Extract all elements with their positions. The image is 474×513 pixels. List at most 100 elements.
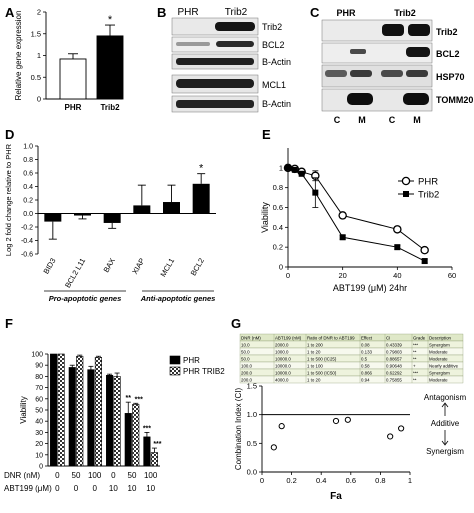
abt-row-label: ABT199 (μM) xyxy=(4,484,52,493)
x-category-label: XIAP xyxy=(130,257,146,276)
panel-label-c: C xyxy=(310,5,320,20)
data-point-trib2 xyxy=(312,189,319,196)
y-tick-label: 0.4 xyxy=(273,223,283,232)
blot-c-band xyxy=(350,49,366,54)
table-cell: 0.08 xyxy=(361,342,370,347)
blot-c-lane-2: M xyxy=(358,115,366,125)
data-point-trib2 xyxy=(298,170,305,177)
blot-c-band xyxy=(403,93,429,105)
y-tick-label: 10 xyxy=(35,452,43,459)
bar-trib2 xyxy=(96,35,124,100)
blot-b-label-mcl1: MCL1 xyxy=(262,80,286,90)
x-category-label: BCL2 L11 xyxy=(63,257,87,290)
legend-marker-phr xyxy=(401,176,411,186)
blot-c-band xyxy=(350,70,372,77)
data-point-trib2 xyxy=(339,234,346,241)
x-tick-label: 0 xyxy=(260,476,264,485)
table-cell: Moderate xyxy=(429,356,448,361)
table-cell: 1 to 200 xyxy=(307,342,323,347)
table-cell: 1 to 20 xyxy=(307,349,321,354)
legend-swatch-phr-trib2 xyxy=(169,366,181,376)
panel-a: A 0 0.5 1 1.5 2 Relative gene expression PHR Tr… xyxy=(5,5,124,112)
abt-value: 10 xyxy=(146,484,155,493)
legend-swatch-phr xyxy=(169,355,181,365)
x-category-label: Trib2 xyxy=(100,103,120,112)
y-axis-title: Viability xyxy=(19,396,28,423)
blot-c-band xyxy=(381,70,403,77)
panel-f-condition-rows: 0 0 50 0 100 0 0 10 50 10 100 10 xyxy=(55,471,158,493)
abt-value: 0 xyxy=(92,484,97,493)
table-cell: 2000.0 xyxy=(275,342,289,347)
blot-c-lane-4: M xyxy=(413,115,421,125)
significance-mark: ** xyxy=(126,395,132,402)
bar-phr xyxy=(68,367,76,467)
y-tick-label: 0 xyxy=(39,464,43,471)
data-point xyxy=(332,417,340,425)
y-tick-label: 40 xyxy=(35,419,43,426)
panel-e: E 0 0.2 0.4 0.6 0.8 1 0 20 40 60 ABT199 (μM) 24hr V… xyxy=(260,127,456,293)
table-cell: 0.79803 xyxy=(386,349,402,354)
table-cell: 10000.0 xyxy=(275,363,291,368)
table-cell: 0.90648 xyxy=(386,363,402,368)
panel-c: C PHR Trib2 Trib2 BCL2 HSP70 TOMM20 C M … xyxy=(310,5,473,125)
panel-b: B PHR Trib2 Trib2 BCL2 B-Actin MCL1 B-Ac… xyxy=(157,5,291,113)
y-tick-label: 60 xyxy=(35,396,43,403)
y-tick-label: 0.4 xyxy=(23,184,33,191)
x-tick-label: 0.6 xyxy=(346,476,356,485)
legend-label-phr: PHR xyxy=(183,356,200,365)
panel-d: D -0.6 -0.4 -0.2 0.0 0.2 0.4 0.6 0.8 1.0 Log 2 fo… xyxy=(4,127,216,303)
blot-c-band xyxy=(408,24,430,36)
x-category-label: MCL1 xyxy=(158,257,176,279)
blot-c-strip-hsp70 xyxy=(321,64,433,88)
y-tick-label: 0.0 xyxy=(247,468,257,477)
bar-mcl1 xyxy=(163,202,180,214)
data-point-phr xyxy=(393,225,402,234)
blot-b-band xyxy=(176,100,254,108)
legend-label-phr-trib2: PHR TRIB2 xyxy=(183,367,225,376)
y-axis-title: Relative gene expression xyxy=(14,11,23,101)
blot-b-band xyxy=(216,41,254,47)
table-cell: 0.5 xyxy=(361,356,368,361)
annotation-additive: Additive xyxy=(431,419,460,428)
y-tick-label: 70 xyxy=(35,385,43,392)
blot-c-strip-bcl2 xyxy=(321,42,433,64)
significance-mark: * xyxy=(199,163,204,175)
y-tick-label: -0.4 xyxy=(21,238,33,245)
x-category-label: BAX xyxy=(102,257,117,275)
bar-bax xyxy=(103,213,121,223)
table-cell: 0.43339 xyxy=(386,342,402,347)
y-tick-label: 1.0 xyxy=(23,144,33,151)
blot-b-label-bcl2: BCL2 xyxy=(262,40,285,50)
data-point-trib2 xyxy=(421,258,428,265)
x-category-label: BCL2 xyxy=(189,257,206,278)
abt-value: 0 xyxy=(74,484,79,493)
data-point xyxy=(398,425,405,432)
bar-bcl2 xyxy=(192,183,210,214)
table-cell: 10.0 xyxy=(241,342,250,347)
significance-mark: * xyxy=(108,14,113,26)
significance-mark: *** xyxy=(143,425,151,432)
y-axis-title: Log 2 fold change relative to PHR xyxy=(4,143,13,256)
ci-table: DNR (nM) ABT199 (nM) Ratio of DNR to ABT19… xyxy=(239,333,464,384)
blot-b-strip-bcl2 xyxy=(171,36,259,53)
blot-c-strip-trib2 xyxy=(321,19,433,42)
y-axis-title: Viability xyxy=(260,202,270,233)
y-tick-label: 30 xyxy=(35,430,43,437)
y-tick-label: 80 xyxy=(35,374,43,381)
y-tick-label: -0.2 xyxy=(21,225,33,232)
y-axis-title: Combination Index (CI) xyxy=(234,388,243,471)
table-header-cell: DNR (nM) xyxy=(241,335,261,340)
table-header-cell: ABT199 (nM) xyxy=(275,335,302,340)
x-tick-label: 0.2 xyxy=(286,476,296,485)
data-point xyxy=(278,423,285,430)
blot-b-band xyxy=(176,58,254,65)
dnr-value: 0 xyxy=(55,471,60,480)
y-tick-label: 0.2 xyxy=(273,243,283,252)
y-tick-label: 0.2 xyxy=(23,198,33,205)
significance-mark: *** xyxy=(135,396,143,403)
blot-c-lane-3: C xyxy=(389,115,396,125)
table-cell: 0.88657 xyxy=(386,356,402,361)
data-point-trib2 xyxy=(285,164,291,171)
table-cell: 50.0 xyxy=(241,356,250,361)
table-cell: 50.0 xyxy=(241,349,250,354)
